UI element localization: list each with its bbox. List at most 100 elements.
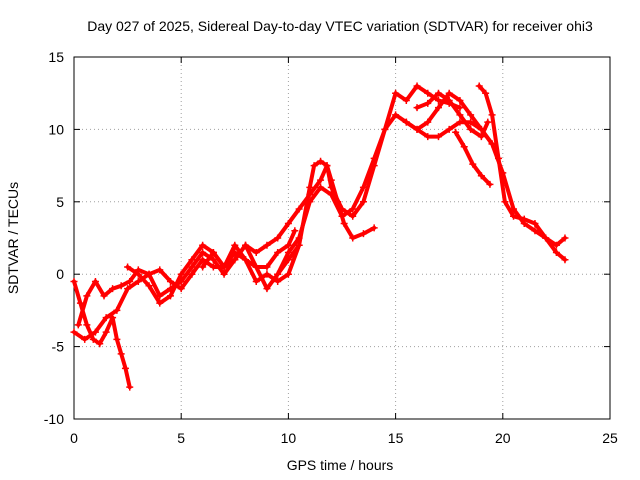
data-point bbox=[156, 299, 164, 307]
data-point bbox=[188, 263, 196, 271]
data-point bbox=[349, 212, 357, 220]
data-point bbox=[327, 191, 335, 199]
grid-lines bbox=[74, 57, 610, 419]
data-point bbox=[317, 183, 325, 191]
data-point bbox=[91, 328, 99, 336]
data-point bbox=[83, 292, 91, 300]
data-point bbox=[199, 263, 207, 271]
data-point bbox=[295, 241, 303, 249]
data-point bbox=[402, 96, 410, 104]
data-point bbox=[242, 241, 250, 249]
data-point bbox=[81, 335, 89, 343]
data-point bbox=[156, 266, 164, 274]
y-tick-label: 15 bbox=[48, 49, 64, 65]
data-point bbox=[284, 248, 292, 256]
data-point bbox=[456, 111, 464, 119]
data-point bbox=[445, 125, 453, 133]
data-point bbox=[552, 248, 560, 256]
axis-ticks: 0 5 10 15 20 25 -10 -5 0 5 10 15 bbox=[44, 49, 618, 446]
data-point bbox=[102, 328, 110, 336]
data-point bbox=[306, 191, 314, 199]
data-point bbox=[263, 263, 271, 271]
data-point bbox=[477, 172, 485, 180]
data-point bbox=[434, 104, 442, 112]
series-trace-5 bbox=[200, 84, 462, 269]
data-point bbox=[477, 133, 485, 141]
series-trace-4 bbox=[125, 159, 377, 306]
data-point bbox=[263, 270, 271, 278]
data-point bbox=[359, 230, 367, 238]
data-point bbox=[317, 157, 325, 165]
data-point bbox=[424, 99, 432, 107]
data-point bbox=[392, 111, 400, 119]
data-point bbox=[488, 111, 496, 119]
data-point bbox=[424, 118, 432, 126]
data-point bbox=[445, 89, 453, 97]
data-point bbox=[359, 183, 367, 191]
data-point bbox=[126, 277, 134, 285]
data-point bbox=[166, 277, 174, 285]
y-tick-label: -10 bbox=[44, 411, 64, 427]
x-tick-label: 10 bbox=[281, 430, 297, 446]
data-point bbox=[263, 241, 271, 249]
data-point bbox=[495, 154, 503, 162]
data-point bbox=[349, 234, 357, 242]
data-point bbox=[220, 270, 228, 278]
data-point bbox=[484, 118, 492, 126]
data-point bbox=[74, 321, 82, 329]
data-point bbox=[291, 227, 299, 235]
data-point bbox=[413, 82, 421, 90]
data-series bbox=[70, 82, 569, 391]
data-point bbox=[102, 314, 110, 322]
data-point bbox=[96, 340, 104, 348]
data-point bbox=[284, 241, 292, 249]
data-point bbox=[113, 306, 121, 314]
data-point bbox=[242, 256, 250, 264]
data-point bbox=[220, 263, 228, 271]
data-point bbox=[231, 256, 239, 264]
data-point bbox=[370, 224, 378, 232]
data-point bbox=[166, 292, 174, 300]
series-trace-10 bbox=[415, 91, 490, 139]
data-point bbox=[252, 263, 260, 271]
data-point bbox=[274, 248, 282, 256]
data-point bbox=[424, 89, 432, 97]
data-point bbox=[145, 270, 153, 278]
data-point bbox=[424, 133, 432, 141]
data-point bbox=[445, 96, 453, 104]
data-point bbox=[413, 125, 421, 133]
data-point bbox=[231, 241, 239, 249]
x-axis-label: GPS time / hours bbox=[287, 457, 394, 473]
data-point bbox=[306, 183, 314, 191]
data-point bbox=[117, 282, 125, 290]
data-point bbox=[177, 285, 185, 293]
series-trace-9 bbox=[453, 130, 492, 187]
data-point bbox=[460, 143, 468, 151]
data-point bbox=[199, 248, 207, 256]
data-point bbox=[456, 96, 464, 104]
data-point bbox=[126, 383, 134, 391]
data-point bbox=[252, 277, 260, 285]
data-point bbox=[199, 256, 207, 264]
data-point bbox=[510, 212, 518, 220]
data-point bbox=[306, 198, 314, 206]
data-point bbox=[434, 89, 442, 97]
data-point bbox=[327, 183, 335, 191]
data-point bbox=[145, 282, 153, 290]
data-point bbox=[70, 328, 78, 336]
data-point bbox=[531, 227, 539, 235]
data-point bbox=[561, 234, 569, 242]
data-point bbox=[263, 285, 271, 293]
data-point bbox=[434, 133, 442, 141]
data-point bbox=[100, 292, 108, 300]
data-point bbox=[370, 154, 378, 162]
data-point bbox=[209, 263, 217, 271]
data-point bbox=[124, 285, 132, 293]
data-point bbox=[121, 364, 129, 372]
data-point bbox=[109, 285, 117, 293]
y-tick-label: 10 bbox=[48, 121, 64, 137]
data-point bbox=[469, 160, 477, 168]
data-point bbox=[482, 89, 490, 97]
data-point bbox=[188, 270, 196, 278]
